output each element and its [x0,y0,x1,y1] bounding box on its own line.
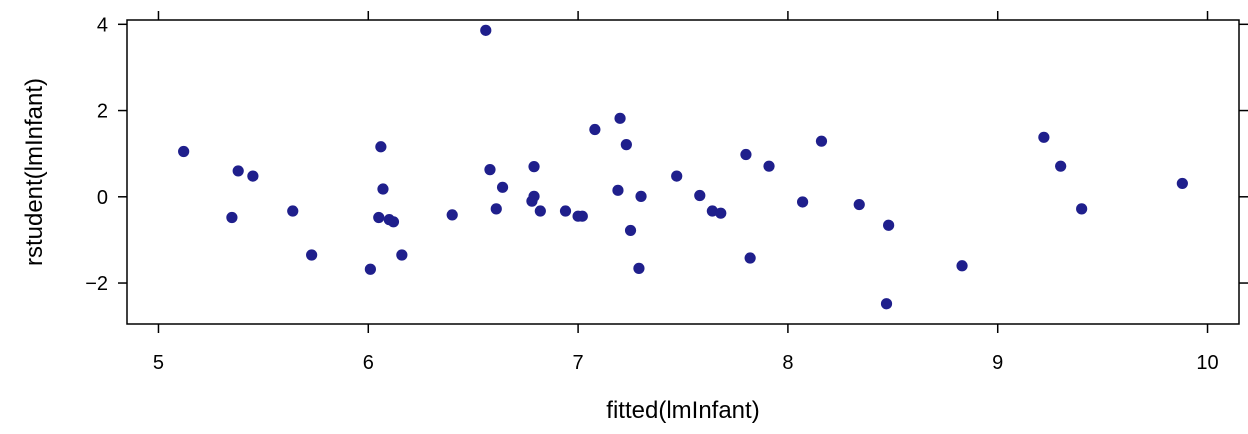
x-tick-label: 7 [573,352,584,374]
data-point [614,112,626,124]
data-point [490,203,502,215]
data-point [375,141,387,153]
x-tick-label: 9 [992,352,1003,374]
x-tick-label: 8 [782,352,793,374]
data-point [1076,203,1088,215]
data-point [635,190,647,202]
y-axis: −2 0 2 4 [85,14,1248,295]
data-point [559,205,572,217]
data-point [589,123,601,136]
data-point [247,170,259,182]
data-point [883,219,895,231]
data-point [853,198,865,211]
data-point [763,160,775,172]
data-point [620,139,632,151]
data-point [226,211,238,224]
data-point [956,260,968,272]
data-point [387,216,400,228]
data-point [534,205,546,217]
data-point [287,205,299,217]
y-tick-label: 4 [97,14,108,36]
data-point [624,224,637,237]
data-point [306,249,318,261]
data-point [528,190,540,202]
data-point [715,207,727,219]
x-tick-label: 5 [153,352,164,374]
data-point [232,165,244,177]
data-point [612,184,624,196]
y-axis-title: rstudent(lmInfant) [21,78,48,266]
data-point [484,164,496,176]
data-point [377,183,389,195]
data-point [178,145,190,158]
data-point [671,170,683,182]
data-point [694,189,706,202]
x-tick-label: 10 [1196,352,1218,374]
data-point [496,181,509,193]
x-axis: 5 6 7 8 9 10 [153,11,1219,374]
data-point [528,161,540,173]
data-point [796,196,809,208]
data-point [740,148,752,161]
data-point [446,209,458,221]
x-tick-label: 6 [363,352,374,374]
data-point [1176,177,1188,190]
data-point [373,211,385,224]
y-tick-label: 0 [97,187,108,209]
data-point [633,262,645,274]
data-point [815,135,828,147]
data-point [1055,160,1067,172]
data-point [1038,131,1050,143]
data-point [706,205,718,217]
data-point [880,298,893,310]
plot-frame [126,19,1240,325]
data-point [480,24,492,36]
y-tick-label: −2 [85,273,108,295]
data-point [744,252,756,264]
data-points [178,24,1188,310]
data-point [396,249,408,261]
data-point [576,210,588,222]
data-point [364,263,376,275]
y-tick-label: 2 [97,101,108,123]
x-axis-title: fitted(lmInfant) [606,397,759,424]
